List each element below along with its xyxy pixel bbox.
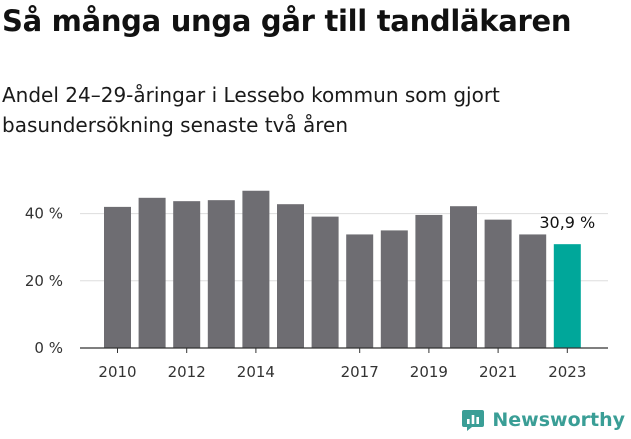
bar: [242, 190, 270, 348]
brand-name: Newsworthy: [492, 409, 625, 431]
bar: [415, 214, 443, 348]
bar: [311, 216, 339, 348]
bar: [553, 244, 581, 348]
chart-title: Så många unga går till tandläkaren: [2, 4, 572, 38]
bar: [346, 234, 374, 348]
x-tick-label: 2012: [168, 363, 206, 381]
bar: [450, 206, 477, 348]
bar: [484, 219, 512, 348]
bar: [138, 197, 166, 348]
x-tick-label: 2010: [98, 363, 136, 381]
x-tick-label: 2014: [237, 363, 275, 381]
y-tick-label: 0 %: [34, 339, 63, 357]
bar: [207, 200, 235, 348]
x-tick-label: 2019: [410, 363, 448, 381]
y-tick-label: 40 %: [25, 205, 63, 223]
bar: [173, 201, 201, 348]
chart-subtitle: Andel 24–29-åringar i Lessebo kommun som…: [2, 83, 500, 137]
bar: [519, 234, 547, 348]
x-tick-label: 2017: [341, 363, 379, 381]
brand-logo: Newsworthy: [460, 407, 625, 433]
x-tick-label: 2021: [479, 363, 517, 381]
data-label: 30,9 %: [539, 213, 595, 232]
newsworthy-logo-icon: [462, 410, 485, 431]
x-tick-label: 2023: [548, 363, 586, 381]
y-tick-label: 20 %: [25, 272, 63, 290]
bar: [380, 230, 408, 348]
bar: [277, 204, 304, 348]
bar: [104, 206, 131, 348]
